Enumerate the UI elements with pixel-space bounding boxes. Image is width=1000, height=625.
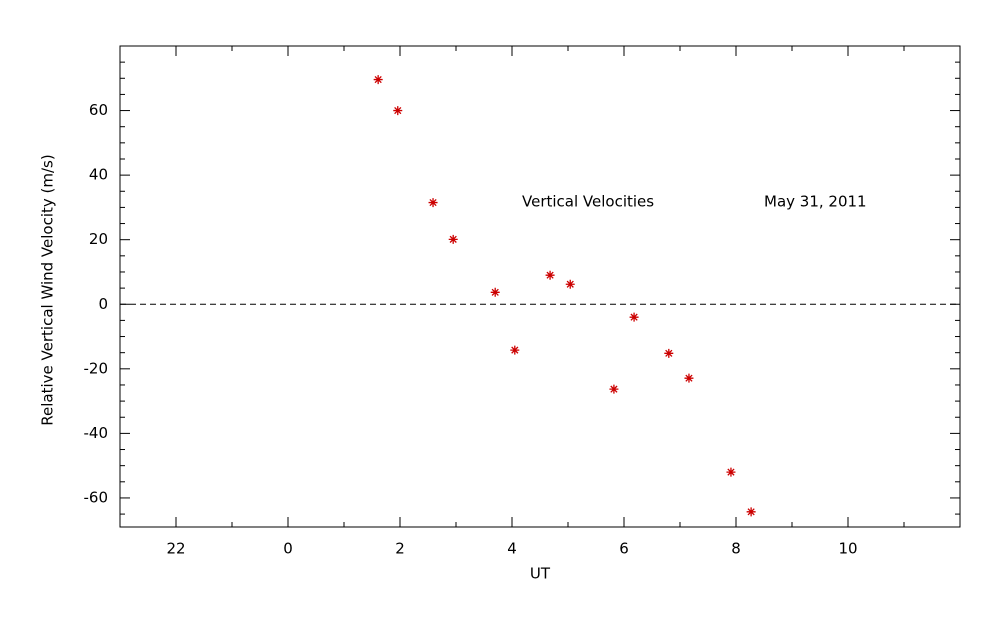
point: [746, 507, 756, 517]
y-axis-title: Relative Vertical Wind Velocity (m/s): [39, 154, 57, 425]
point: [428, 198, 438, 208]
point: [393, 106, 403, 116]
x-tick-label: 0: [283, 540, 293, 558]
annotation: Vertical Velocities: [522, 193, 654, 211]
annotation: May 31, 2011: [764, 193, 867, 211]
point: [510, 345, 520, 355]
point: [609, 384, 619, 394]
x-tick-label: 2: [395, 540, 405, 558]
point: [373, 75, 383, 85]
x-tick-label: 10: [838, 540, 857, 558]
y-tick-label: 0: [98, 295, 108, 313]
x-tick-label: 8: [731, 540, 741, 558]
y-tick-label: 20: [89, 230, 108, 248]
y-tick-label: -60: [84, 488, 109, 506]
x-axis-title: UT: [530, 565, 551, 583]
point: [629, 312, 639, 322]
point: [448, 234, 458, 244]
y-tick-label: -20: [84, 359, 109, 377]
point: [545, 270, 555, 280]
point: [726, 467, 736, 477]
plot-frame: [119, 45, 961, 528]
point: [684, 373, 694, 383]
y-tick-label: 40: [89, 166, 108, 184]
x-tick-label: 6: [619, 540, 629, 558]
point: [490, 287, 500, 297]
point: [664, 348, 674, 358]
y-tick-label: 60: [89, 101, 108, 119]
x-tick-label: 22: [166, 540, 185, 558]
point: [565, 279, 575, 289]
x-tick-label: 4: [507, 540, 517, 558]
y-tick-label: -40: [84, 424, 109, 442]
